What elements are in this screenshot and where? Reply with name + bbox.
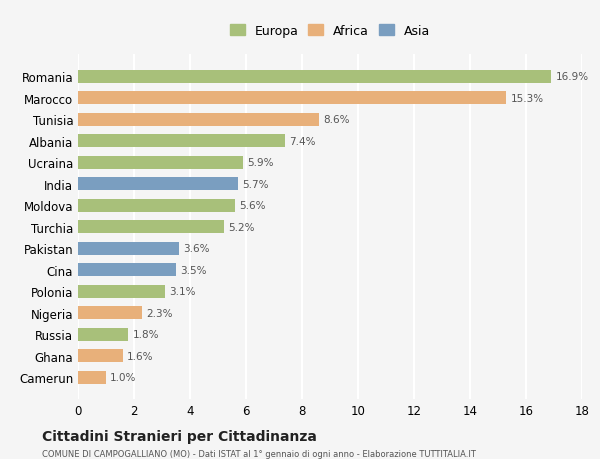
- Bar: [78, 263, 176, 276]
- Bar: [78, 242, 179, 255]
- Bar: [78, 92, 506, 105]
- Bar: [78, 178, 238, 191]
- Text: 5.7%: 5.7%: [242, 179, 268, 189]
- Text: 16.9%: 16.9%: [556, 72, 589, 82]
- Bar: [78, 199, 235, 212]
- Bar: [78, 371, 106, 384]
- Text: 3.6%: 3.6%: [183, 244, 209, 254]
- Text: 1.0%: 1.0%: [110, 372, 137, 382]
- Text: 1.6%: 1.6%: [127, 351, 154, 361]
- Text: 3.5%: 3.5%: [180, 265, 206, 275]
- Text: 8.6%: 8.6%: [323, 115, 349, 125]
- Legend: Europa, Africa, Asia: Europa, Africa, Asia: [224, 20, 436, 43]
- Bar: [78, 328, 128, 341]
- Text: 3.1%: 3.1%: [169, 286, 196, 297]
- Text: 5.2%: 5.2%: [228, 222, 254, 232]
- Bar: [78, 113, 319, 127]
- Bar: [78, 157, 243, 169]
- Text: 2.3%: 2.3%: [146, 308, 173, 318]
- Text: 5.6%: 5.6%: [239, 201, 265, 211]
- Bar: [78, 349, 123, 362]
- Text: COMUNE DI CAMPOGALLIANO (MO) - Dati ISTAT al 1° gennaio di ogni anno - Elaborazi: COMUNE DI CAMPOGALLIANO (MO) - Dati ISTA…: [42, 449, 476, 458]
- Bar: [78, 285, 165, 298]
- Bar: [78, 307, 142, 319]
- Bar: [78, 221, 224, 234]
- Bar: [78, 71, 551, 84]
- Bar: [78, 135, 285, 148]
- Text: 5.9%: 5.9%: [247, 158, 274, 168]
- Text: 7.4%: 7.4%: [289, 136, 316, 146]
- Text: 15.3%: 15.3%: [511, 94, 544, 104]
- Text: 1.8%: 1.8%: [133, 330, 159, 339]
- Text: Cittadini Stranieri per Cittadinanza: Cittadini Stranieri per Cittadinanza: [42, 429, 317, 443]
